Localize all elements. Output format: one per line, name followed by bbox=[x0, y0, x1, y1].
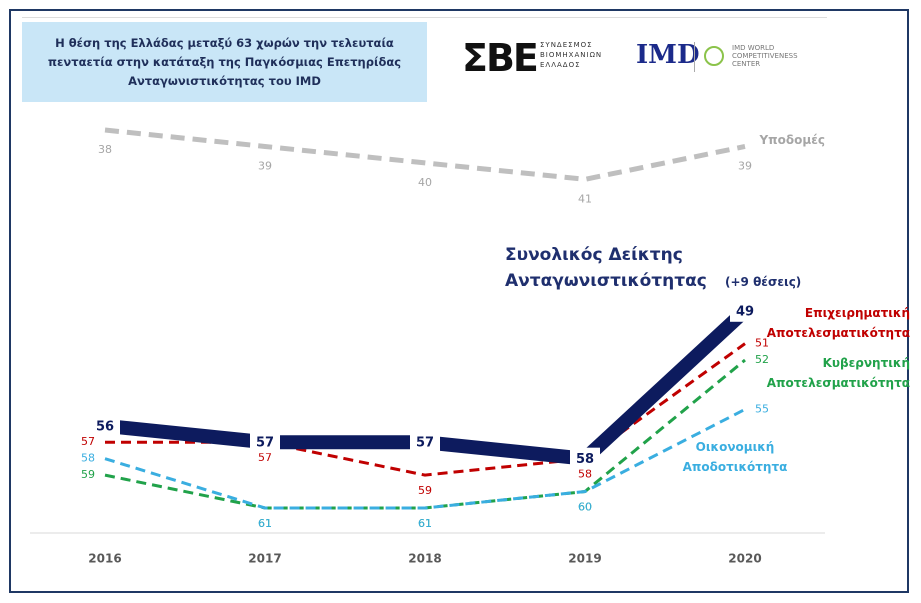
value-label: 38 bbox=[98, 143, 112, 156]
x-tick-label: 2018 bbox=[408, 552, 441, 566]
value-label: 39 bbox=[258, 159, 272, 172]
value-label: 57 bbox=[81, 435, 95, 448]
value-label: 60 bbox=[578, 501, 592, 514]
series-line bbox=[104, 408, 746, 510]
top-rule bbox=[22, 17, 827, 18]
frame bbox=[9, 9, 909, 593]
series-label: Υποδομές bbox=[759, 133, 825, 147]
x-tick-label: 2016 bbox=[88, 552, 121, 566]
value-label: 55 bbox=[755, 402, 769, 415]
series-line bbox=[104, 127, 746, 182]
logo-icon bbox=[704, 46, 724, 66]
series-label: Επιχειρηματική Αποτελεσματικότητα bbox=[766, 306, 910, 340]
value-label-box bbox=[570, 447, 600, 470]
value-label-box bbox=[730, 299, 760, 322]
value-label: 40 bbox=[418, 176, 432, 189]
value-label: 58 bbox=[578, 468, 592, 481]
value-label: 52 bbox=[755, 353, 769, 366]
title: Η θέση της Ελλάδας μεταξύ 63 χωρών την τ… bbox=[22, 22, 427, 102]
series-label: Οικονομική Αποδοτικότητα bbox=[682, 440, 788, 474]
series-label: Κυβερνητική Αποτελεσματικότητα bbox=[766, 356, 910, 390]
value-label: 58 bbox=[576, 452, 594, 467]
logo-text: ΣΥΝΔΕΣΜΟΣ ΒΙΟΜΗΧΑΝΙΩΝ ΕΛΛΑΔΟΣ bbox=[540, 41, 603, 69]
value-label: 61 bbox=[418, 517, 432, 530]
value-label: 39 bbox=[738, 159, 752, 172]
value-label: 51 bbox=[755, 337, 769, 350]
value-label: 57 bbox=[256, 436, 274, 451]
x-tick-label: 2017 bbox=[248, 552, 281, 566]
value-label: 57 bbox=[416, 436, 434, 451]
logo-text: IMD WORLD COMPETITIVENESS CENTER bbox=[732, 44, 798, 68]
value-label: 61 bbox=[258, 517, 272, 530]
value-label-box bbox=[410, 431, 440, 454]
value-label: 58 bbox=[81, 452, 95, 465]
value-label: 49 bbox=[736, 304, 754, 319]
value-label: 41 bbox=[578, 192, 592, 205]
value-label: 56 bbox=[96, 419, 114, 434]
x-tick-label: 2020 bbox=[728, 552, 761, 566]
value-label: 61 bbox=[418, 517, 432, 530]
value-label: 59 bbox=[81, 468, 95, 481]
value-label: 57 bbox=[258, 451, 272, 464]
series-label: Συνολικός Δείκτης Ανταγωνιστικότητας bbox=[505, 245, 707, 291]
value-label-box bbox=[90, 414, 120, 437]
x-tick-label: 2019 bbox=[568, 552, 601, 566]
logo-mark: ΣΒΕ bbox=[462, 36, 539, 80]
value-label: 60 bbox=[578, 501, 592, 514]
value-label-box bbox=[250, 431, 280, 454]
logo-mark: IMD bbox=[636, 40, 700, 70]
value-label: 61 bbox=[258, 517, 272, 530]
logo-divider bbox=[694, 42, 695, 72]
value-label: 59 bbox=[418, 484, 432, 497]
series-line bbox=[105, 342, 746, 477]
annotation: (+9 θέσεις) bbox=[725, 275, 802, 289]
